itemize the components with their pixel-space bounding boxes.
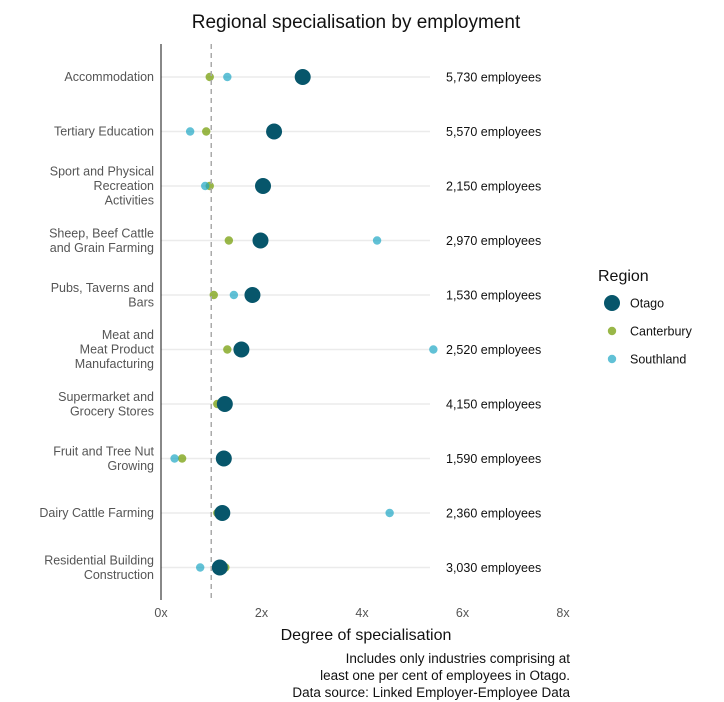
category-label: Dairy Cattle Farming — [39, 506, 154, 520]
category-label-line: Tertiary Education — [54, 125, 154, 139]
category-label-line: Pubs, Taverns and — [51, 281, 154, 295]
chart-title: Regional specialisation by employment — [192, 12, 521, 33]
category-label-line: Construction — [84, 568, 154, 582]
legend-key-canterbury — [607, 326, 617, 336]
category-label-line: Residential Building — [44, 553, 154, 567]
category-label-line: Sport and Physical — [50, 165, 154, 179]
point-canterbury — [205, 72, 214, 82]
category-label-line: Accommodation — [64, 70, 154, 84]
category-label-line: Manufacturing — [75, 357, 154, 371]
legend: Region Otago Canterbury Southland — [598, 268, 693, 367]
point-southland — [195, 563, 205, 572]
category-label-line: Sheep, Beef Cattle — [49, 226, 154, 240]
point-southland — [385, 508, 394, 518]
employee-count-label: 2,360 employees — [446, 507, 541, 521]
category-label: Accommodation — [64, 70, 154, 84]
category-label-line: Meat Product — [80, 343, 155, 357]
category-label-line: Bars — [128, 295, 154, 309]
point-southland — [372, 236, 382, 245]
x-tick-label: 0x — [154, 606, 168, 620]
point-canterbury — [177, 454, 187, 463]
legend-label-otago: Otago — [630, 297, 664, 311]
point-otago — [252, 232, 269, 249]
x-axis-label: Degree of specialisation — [281, 627, 452, 644]
category-label-line: Supermarket and — [58, 390, 154, 404]
point-southland — [229, 290, 239, 300]
x-tick-label: 6x — [456, 606, 470, 620]
category-label-line: Dairy Cattle Farming — [39, 506, 154, 520]
category-label: Fruit and Tree Nut Growing — [53, 444, 154, 473]
caption-line: Data source: Linked Employer-Employee Da… — [292, 685, 570, 700]
legend-key-southland — [607, 354, 617, 364]
category-label: Meat and Meat Product Manufacturing — [75, 328, 155, 371]
x-axis: 0x 2x 4x 6x 8x — [154, 44, 570, 620]
point-canterbury — [224, 236, 234, 245]
point-otago — [233, 341, 250, 358]
category-label-line: Fruit and Tree Nut — [53, 444, 154, 458]
point-southland — [201, 181, 210, 191]
point-otago — [244, 287, 261, 303]
caption-line: least one per cent of employees in Otago… — [320, 668, 570, 683]
legend-label-southland: Southland — [630, 353, 686, 367]
employee-count-label: 1,530 employees — [446, 289, 541, 303]
chart-rows: Accommodation 5,730 employees Tertiary Edu… — [39, 69, 541, 582]
category-label-line: and Grain Farming — [50, 241, 154, 255]
category-label: Sheep, Beef Cattle and Grain Farming — [49, 226, 154, 255]
point-southland — [170, 454, 179, 463]
point-otago — [211, 559, 228, 576]
point-canterbury — [202, 127, 211, 136]
point-southland — [429, 345, 438, 354]
employee-count-label: 2,970 employees — [446, 234, 541, 248]
employee-count-label: 2,150 employees — [446, 180, 541, 194]
employee-count-label: 2,520 employees — [446, 343, 541, 357]
legend-title: Region — [598, 268, 649, 285]
category-label-line: Growing — [107, 459, 154, 473]
x-tick-label: 4x — [355, 606, 369, 620]
employee-count-label: 1,590 employees — [446, 452, 541, 466]
caption: Includes only industries comprising at le… — [292, 651, 570, 700]
point-canterbury — [223, 345, 232, 354]
point-southland — [223, 72, 232, 82]
point-otago — [215, 450, 232, 467]
employee-count-label: 4,150 employees — [446, 398, 541, 412]
category-label: Sport and Physical Recreation Activities — [50, 165, 154, 208]
category-label: Residential Building Construction — [44, 553, 154, 582]
category-label: Pubs, Taverns and Bars — [51, 281, 154, 310]
category-label: Tertiary Education — [54, 125, 154, 139]
point-otago — [214, 505, 231, 521]
point-otago — [266, 123, 283, 140]
point-southland — [185, 127, 195, 136]
x-tick-label: 2x — [255, 606, 269, 620]
employee-count-label: 5,570 employees — [446, 125, 541, 139]
category-label-line: Recreation — [94, 179, 154, 193]
employee-count-label: 3,030 employees — [446, 561, 541, 575]
point-otago — [216, 396, 233, 412]
legend-label-canterbury: Canterbury — [630, 325, 693, 339]
caption-line: Includes only industries comprising at — [346, 651, 571, 666]
category-label: Supermarket and Grocery Stores — [58, 390, 154, 419]
employee-count-label: 5,730 employees — [446, 71, 541, 85]
category-label-line: Meat and — [102, 328, 154, 342]
legend-key-otago — [604, 295, 620, 311]
category-label-line: Activities — [105, 194, 154, 208]
point-otago — [255, 178, 272, 194]
x-tick-label: 8x — [556, 606, 570, 620]
point-otago — [294, 69, 311, 85]
category-label-line: Grocery Stores — [70, 404, 154, 418]
